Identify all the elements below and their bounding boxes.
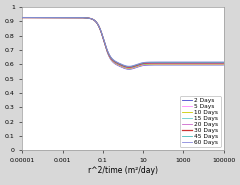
20 Days [119, 64, 122, 66]
Line: 2 Days: 2 Days [22, 18, 223, 69]
5 Days [222, 63, 225, 66]
2 Days [180, 64, 182, 66]
60 Days [216, 61, 219, 63]
60 Days [222, 61, 225, 63]
60 Days [21, 16, 24, 19]
15 Days [216, 63, 219, 65]
Line: 15 Days: 15 Days [22, 18, 223, 68]
60 Days [216, 61, 219, 63]
10 Days [31, 16, 34, 19]
45 Days [180, 61, 182, 63]
10 Days [216, 63, 219, 65]
20 Days [21, 16, 24, 19]
2 Days [216, 64, 219, 66]
10 Days [114, 62, 116, 64]
60 Days [128, 65, 131, 67]
2 Days [222, 64, 225, 66]
5 Days [128, 68, 131, 70]
5 Days [216, 63, 219, 66]
20 Days [180, 62, 182, 64]
60 Days [31, 16, 34, 19]
10 Days [180, 63, 182, 65]
2 Days [31, 16, 34, 19]
Line: 5 Days: 5 Days [22, 18, 223, 69]
30 Days [114, 60, 116, 63]
15 Days [31, 16, 34, 19]
X-axis label: r^2/time (m²/day): r^2/time (m²/day) [88, 166, 158, 175]
45 Days [128, 65, 131, 68]
5 Days [31, 16, 34, 19]
10 Days [128, 67, 131, 70]
20 Days [222, 62, 225, 64]
30 Days [21, 16, 24, 19]
10 Days [21, 16, 24, 19]
60 Days [119, 63, 122, 65]
Line: 20 Days: 20 Days [22, 18, 223, 68]
30 Days [216, 62, 219, 64]
15 Days [128, 67, 131, 69]
Line: 45 Days: 45 Days [22, 18, 223, 67]
45 Days [31, 16, 34, 19]
5 Days [21, 16, 24, 19]
20 Days [31, 16, 34, 19]
15 Days [119, 64, 122, 66]
45 Days [114, 60, 116, 62]
5 Days [216, 63, 219, 66]
Line: 30 Days: 30 Days [22, 18, 223, 67]
15 Days [21, 16, 24, 19]
60 Days [180, 61, 182, 63]
10 Days [216, 63, 219, 65]
Legend: 2 Days, 5 Days, 10 Days, 15 Days, 20 Days, 30 Days, 45 Days, 60 Days: 2 Days, 5 Days, 10 Days, 15 Days, 20 Day… [180, 96, 221, 147]
30 Days [180, 62, 182, 64]
5 Days [119, 65, 122, 67]
20 Days [216, 62, 219, 64]
20 Days [114, 61, 116, 63]
30 Days [119, 63, 122, 65]
30 Days [216, 62, 219, 64]
15 Days [114, 61, 116, 64]
15 Days [216, 63, 219, 65]
45 Days [216, 61, 219, 63]
5 Days [114, 62, 116, 64]
2 Days [114, 63, 116, 65]
30 Days [128, 66, 131, 68]
2 Days [216, 64, 219, 66]
20 Days [128, 66, 131, 69]
5 Days [180, 63, 182, 66]
30 Days [31, 16, 34, 19]
20 Days [216, 62, 219, 64]
15 Days [180, 63, 182, 65]
2 Days [21, 16, 24, 19]
2 Days [128, 68, 131, 70]
45 Days [216, 61, 219, 63]
2 Days [119, 65, 122, 68]
10 Days [119, 65, 122, 67]
10 Days [222, 63, 225, 65]
45 Days [119, 63, 122, 65]
30 Days [222, 62, 225, 64]
15 Days [222, 63, 225, 65]
Line: 10 Days: 10 Days [22, 18, 223, 68]
60 Days [114, 60, 116, 62]
45 Days [21, 16, 24, 19]
Line: 60 Days: 60 Days [22, 18, 223, 66]
45 Days [222, 61, 225, 63]
